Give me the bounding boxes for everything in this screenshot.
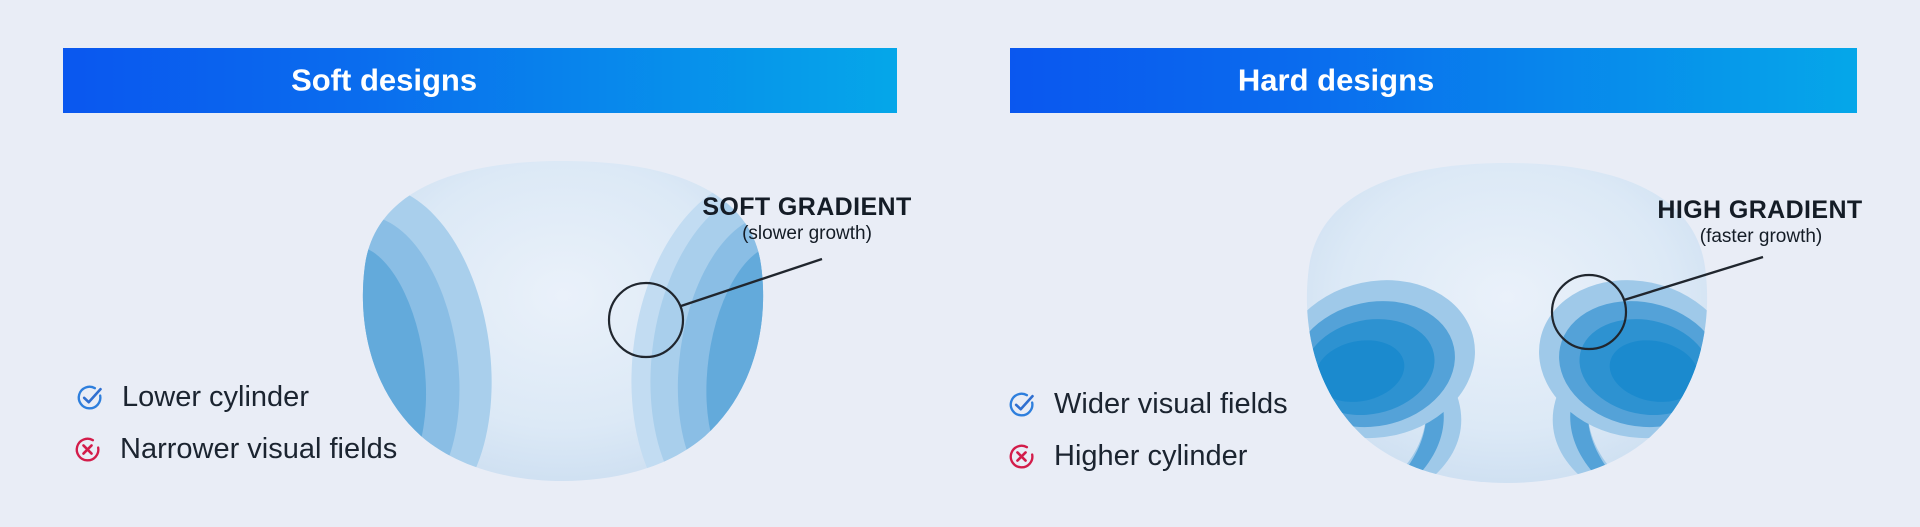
high-gradient-annotation-title: HIGH GRADIENT	[1657, 196, 1863, 224]
hard-annotation-line	[1623, 255, 1764, 302]
soft-point-lower-cylinder: Lower cylinder	[76, 381, 309, 413]
soft-point-narrower-fields: Narrower visual fields	[74, 433, 397, 465]
check-circle-icon	[77, 385, 102, 410]
soft-lens-illustration	[362, 161, 764, 481]
soft-annotation-line	[680, 257, 823, 308]
hard-designs-header-label: Hard designs	[1237, 61, 1435, 97]
hard-point-wider-fields: Wider visual fields	[1008, 388, 1288, 420]
hard-lens-illustration	[1306, 163, 1708, 483]
high-gradient-annotation-subtitle: (faster growth)	[1699, 226, 1823, 247]
soft-annotation-circle	[607, 281, 685, 359]
x-circle-icon	[75, 437, 100, 462]
x-circle-icon	[1009, 444, 1034, 469]
soft-point-label: Lower cylinder	[122, 381, 309, 413]
soft-gradient-annotation-subtitle: (slower growth)	[742, 223, 872, 244]
check-circle-icon	[1009, 392, 1034, 417]
hard-point-label: Higher cylinder	[1054, 440, 1248, 472]
hard-annotation-circle	[1550, 273, 1628, 351]
hard-point-label: Wider visual fields	[1054, 388, 1288, 420]
hard-astigmatism-blobs	[1306, 280, 1708, 483]
soft-designs-header-label: Soft designs	[291, 61, 478, 97]
hard-point-higher-cylinder: Higher cylinder	[1008, 440, 1247, 472]
hard-designs-header-bar: Hard designs	[1010, 48, 1857, 113]
soft-designs-header-bar: Soft designs	[63, 48, 897, 113]
soft-point-label: Narrower visual fields	[120, 433, 398, 465]
soft-gradient-annotation-title: SOFT GRADIENT	[702, 193, 912, 221]
